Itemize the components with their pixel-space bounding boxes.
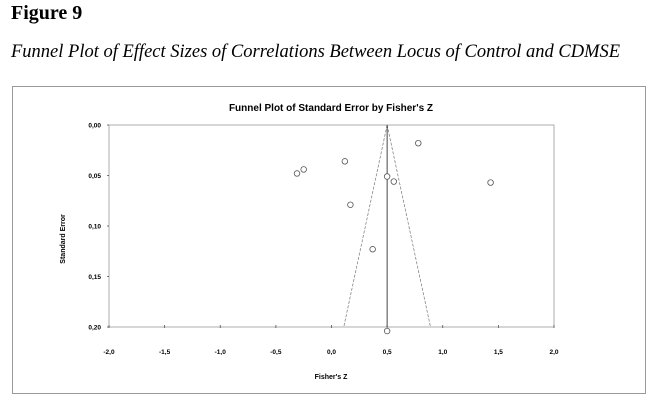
x-axis-label: Fisher's Z — [315, 374, 349, 381]
figure-caption: Funnel Plot of Effect Sizes of Correlati… — [11, 42, 621, 62]
y-axis-label: Standard Error — [60, 214, 67, 264]
chart-title: Funnel Plot of Standard Error by Fisher'… — [229, 103, 433, 114]
x-tick-label: -1,5 — [159, 349, 171, 356]
data-point — [415, 139, 422, 147]
x-tick-label: -0,5 — [270, 349, 282, 356]
data-point — [293, 170, 301, 177]
funnel-plot: Funnel Plot of Standard Error by Fisher'… — [60, 103, 559, 381]
x-tick-label: 1,5 — [494, 349, 503, 356]
data-point — [390, 178, 397, 185]
x-tick-label: 1,0 — [438, 349, 447, 356]
x-tick-label: -2,0 — [103, 349, 115, 356]
data-point — [300, 166, 307, 173]
y-tick-label: 0,10 — [88, 224, 101, 231]
data-point — [487, 179, 494, 186]
funnel-right-line — [386, 124, 431, 328]
funnel-left-line — [343, 124, 388, 328]
plot-border — [108, 124, 555, 328]
x-tick-label: 2,0 — [549, 349, 558, 356]
y-tick-label: 0,20 — [88, 325, 101, 332]
plot-area: -2,0 -1,5 -1,0 -0,5 0,0 0,5 1,0 1,5 2,0 0,00 0,05 0… — [88, 123, 559, 357]
y-tick-label: 0,15 — [88, 274, 101, 281]
data-point — [369, 246, 376, 253]
x-tick-label: -1,0 — [215, 349, 227, 356]
data-point — [341, 158, 349, 165]
data-point — [383, 173, 391, 180]
data-point — [383, 327, 391, 335]
y-tick-label: 0,05 — [88, 173, 101, 180]
figure-label: Figure 9 — [11, 2, 83, 24]
x-tick-label: 0,0 — [327, 349, 336, 356]
data-point — [347, 201, 354, 208]
chart-frame: Funnel Plot of Standard Error by Fisher'… — [12, 86, 646, 394]
x-tick-label: 0,5 — [383, 349, 392, 356]
y-tick-label: 0,00 — [88, 123, 101, 130]
